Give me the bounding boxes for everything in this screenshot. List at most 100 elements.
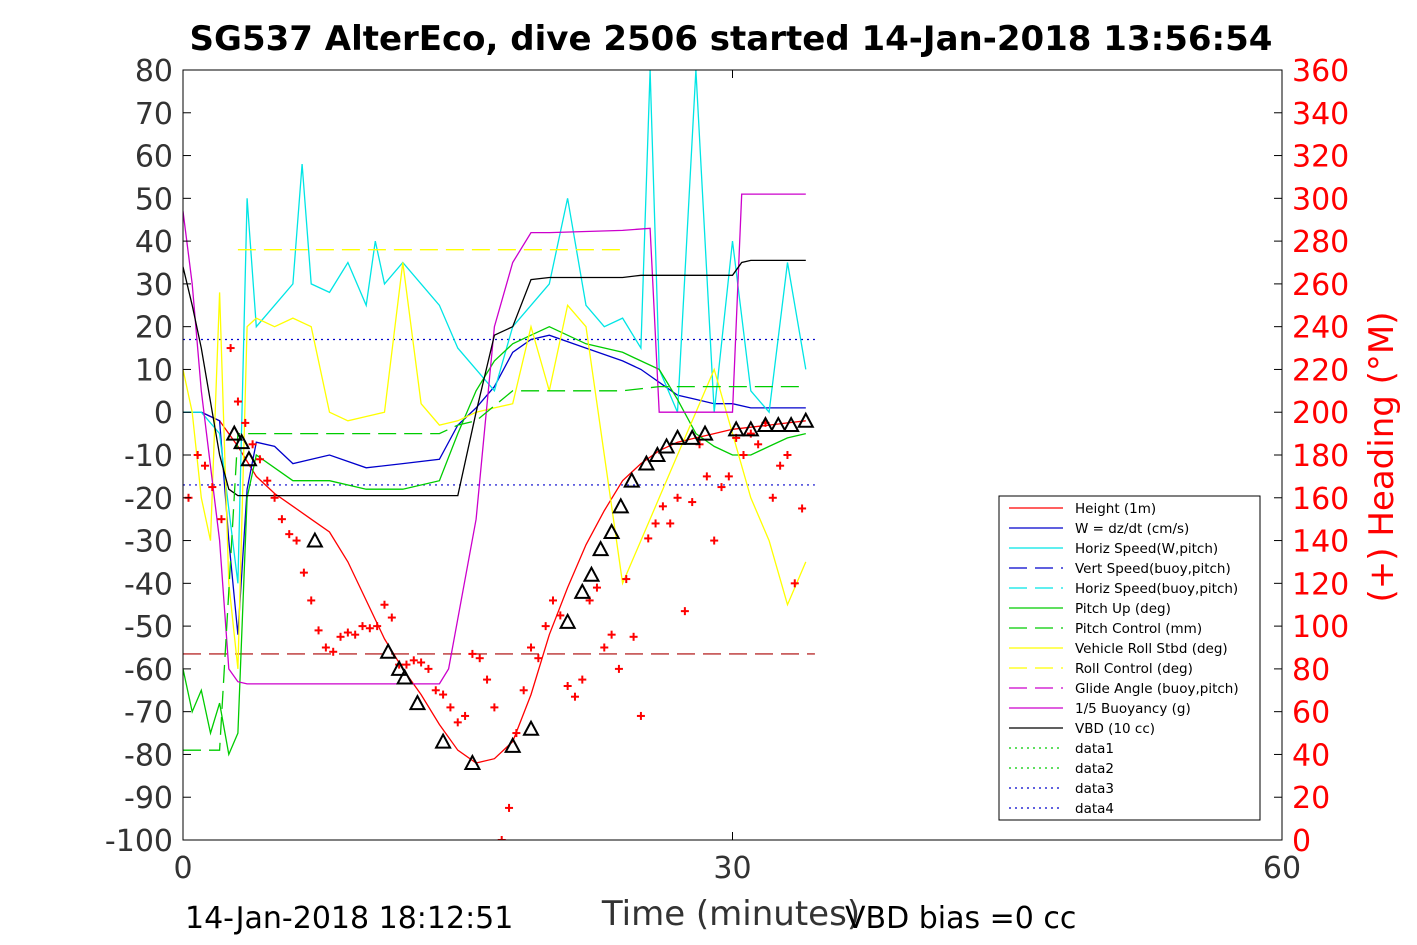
heading-point: [380, 600, 389, 609]
heading-point: [387, 613, 396, 622]
y2-tick-label: 100: [1292, 610, 1349, 645]
heading-point: [783, 451, 792, 459]
legend-item: data4: [1009, 801, 1114, 817]
legend-label: W = dz/dt (cm/s): [1075, 521, 1189, 537]
heading-point: [710, 536, 719, 545]
heading-point: [208, 483, 217, 492]
heading-point: [365, 624, 374, 633]
dive-marker: [657, 437, 676, 454]
heading-point: [798, 504, 807, 513]
y-tick-label: -10: [124, 439, 173, 474]
legend-item: VBD (10 cc): [1009, 721, 1155, 737]
series-line-5: [183, 262, 807, 669]
y-tick-label: -40: [124, 567, 173, 602]
heading-point: [248, 440, 257, 449]
dive-marker: [463, 753, 482, 770]
legend-label: Roll Control (deg): [1075, 661, 1193, 677]
heading-point: [336, 632, 345, 641]
y-tick-label: -100: [105, 824, 173, 859]
y-tick-label: -20: [124, 482, 173, 517]
heading-point: [358, 622, 367, 631]
y-tick-label: 40: [135, 225, 173, 260]
heading-point: [629, 632, 638, 641]
heading-point: [790, 579, 799, 588]
y-tick-label: 30: [135, 268, 173, 303]
heading-point: [475, 654, 484, 663]
legend-item: Vehicle Roll Stbd (deg): [1009, 641, 1228, 657]
y2-tick-label: 80: [1292, 653, 1330, 688]
heading-point: [453, 718, 462, 727]
heading-point: [490, 703, 499, 712]
heading-point: [343, 628, 352, 637]
y2-tick-label: 260: [1292, 268, 1349, 303]
x-tick-label: 30: [713, 851, 751, 886]
dive-marker: [797, 411, 815, 428]
heading-point: [519, 686, 528, 695]
legend-label: data2: [1075, 761, 1114, 777]
y2-tick-label: 300: [1292, 182, 1349, 217]
y2-tick-label: 160: [1292, 482, 1349, 517]
dive-marker: [623, 471, 641, 488]
legend: Height (1m) W = dz/dt (cm/s) Horiz Speed(W…: [998, 495, 1261, 821]
chart-title: SG537 AlterEco, dive 2506 started 14-Jan…: [190, 19, 1273, 59]
dive-marker: [782, 415, 800, 433]
legend-box: [998, 495, 1261, 821]
heading-point: [578, 675, 587, 684]
heading-point: [314, 626, 323, 635]
dive-marker: [637, 454, 656, 471]
heading-point: [483, 675, 492, 684]
y2-tick-label: 340: [1292, 97, 1349, 132]
dive-marker: [558, 612, 577, 629]
heading-point: [534, 654, 543, 663]
legend-item: W = dz/dt (cm/s): [1009, 521, 1189, 537]
y2-tick-label: 120: [1292, 567, 1349, 602]
legend-item: data1: [1009, 741, 1114, 757]
legend-item: Pitch Control (mm): [1009, 621, 1202, 637]
heading-point: [622, 575, 631, 584]
x-tick-label: 0: [173, 851, 192, 886]
series-line-7: [183, 259, 806, 497]
heading-point: [570, 692, 579, 701]
heading-point: [461, 711, 470, 720]
legend-label: Glide Angle (buoy,pitch): [1075, 681, 1239, 697]
heading-point: [307, 596, 316, 605]
heading-point: [680, 607, 689, 616]
heading-point: [424, 664, 433, 673]
heading-point: [351, 630, 360, 639]
legend-item: Horiz Speed(buoy,pitch): [1009, 581, 1238, 597]
dive-marker: [408, 694, 427, 711]
heading-point: [299, 568, 308, 577]
heading-point: [717, 483, 726, 492]
dive-marker: [612, 497, 630, 514]
dive-marker: [591, 540, 610, 557]
heading-point: [446, 703, 455, 712]
dive-marker: [602, 522, 621, 539]
heading-point: [556, 611, 565, 620]
heading-point: [321, 643, 330, 652]
footer-vbd-bias: VBD bias =0 cc: [845, 901, 1076, 936]
y-tick-label: -70: [124, 696, 173, 731]
dive-marker: [225, 424, 243, 441]
y-tick-label: 0: [154, 396, 173, 431]
dive-marker: [742, 420, 760, 437]
heading-point: [746, 429, 755, 438]
dive-marker: [232, 433, 251, 450]
heading-point: [226, 344, 235, 353]
heading-point: [666, 519, 675, 528]
heading-point: [702, 472, 711, 481]
legend-item: Horiz Speed(W,pitch): [1009, 541, 1218, 557]
dive-marker: [696, 424, 714, 441]
legend-label: Horiz Speed(buoy,pitch): [1075, 581, 1238, 597]
heading-point: [263, 476, 272, 485]
heading-point: [673, 493, 682, 502]
heading-point: [658, 502, 667, 511]
heading-point: [292, 536, 301, 545]
legend-item: Height (1m): [1009, 501, 1156, 517]
heading-point: [527, 643, 536, 652]
y2-tick-label: 0: [1292, 824, 1311, 859]
plot-area: [182, 69, 1283, 841]
heading-point: [636, 711, 645, 720]
legend-item: Pitch Up (deg): [1009, 601, 1171, 617]
x-tick-label: 60: [1263, 851, 1301, 886]
heading-point: [329, 647, 338, 656]
